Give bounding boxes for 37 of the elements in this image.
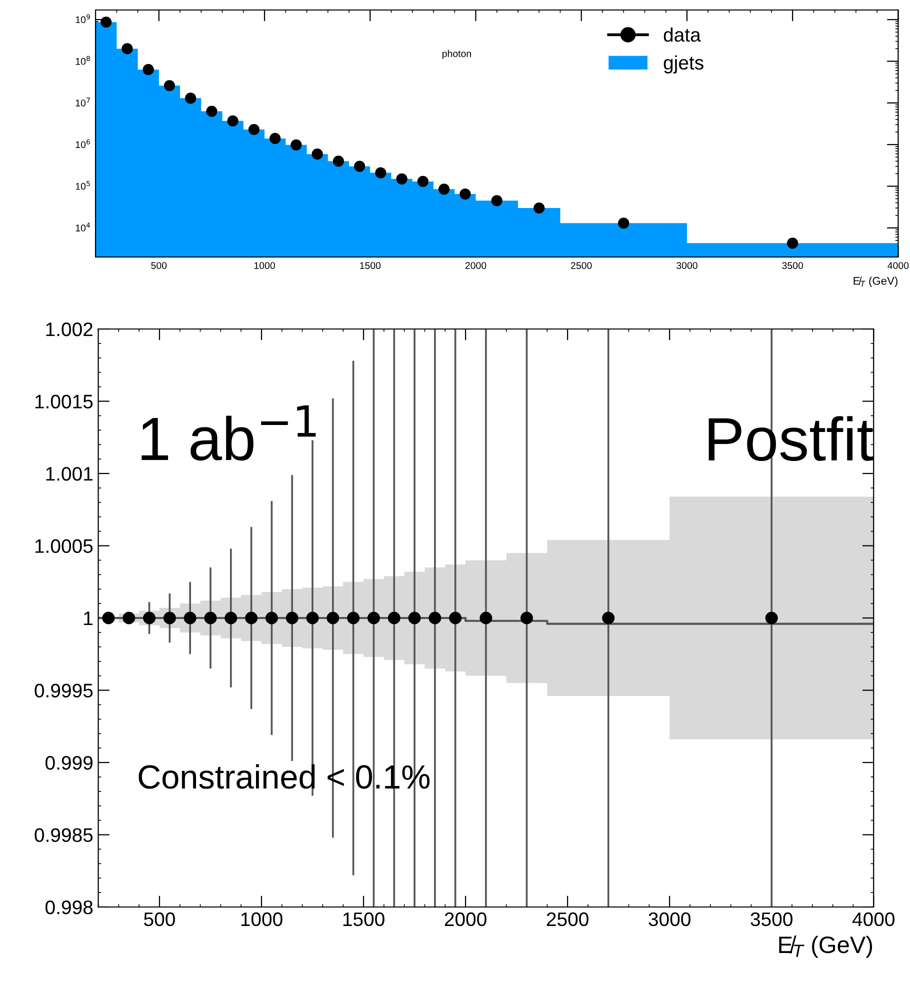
x-tick-label: 2000 [465, 262, 486, 269]
annotation: 1 ab$^{−1}$ [142, 405, 316, 461]
x-tick-label: 2000 [444, 912, 486, 926]
x-tick-label: 3000 [648, 912, 690, 926]
x-tick-label: 1000 [241, 912, 282, 926]
y-tick-label: 0.998 [46, 900, 93, 914]
y-tick-label: 1.002 [46, 322, 92, 336]
y-tick-label: 0.9985 [34, 828, 93, 842]
y-tick-label: 1.0015 [35, 394, 93, 408]
x-axis-title: E̸$_{T}$ (GeV) [854, 276, 898, 287]
y-tick-label: 0.9995 [34, 684, 93, 698]
y-tick-label: 1 [84, 612, 92, 626]
y-tick-label: 10$^{9}$ [76, 14, 90, 24]
y-tick-label: 1.001 [46, 466, 92, 481]
x-tick-label: 3500 [782, 262, 803, 269]
annotation: photon [442, 50, 471, 59]
x-tick-label: 1500 [343, 912, 384, 926]
x-tick-label: 500 [151, 262, 167, 269]
x-tick-label: 3500 [750, 912, 792, 926]
x-tick-label: 3000 [676, 262, 698, 269]
x-tick-label: 2500 [571, 262, 592, 269]
x-tick-label: 1000 [254, 262, 275, 269]
legend-label: gjets [664, 55, 704, 74]
x-axis-title: E̸$_{T}$ (GeV) [779, 936, 872, 958]
x-tick-label: 4000 [888, 262, 909, 269]
x-tick-label: 4000 [852, 912, 894, 926]
y-tick-label: 10$^{5}$ [76, 181, 90, 190]
legend-label: data [664, 28, 701, 42]
y-tick-label: 10$^{6}$ [76, 139, 90, 148]
y-tick-label: 0.999 [46, 756, 92, 770]
x-tick-label: 2500 [546, 912, 588, 926]
y-tick-label: 10$^{7}$ [76, 98, 90, 106]
y-tick-label: 10$^{8}$ [76, 56, 90, 65]
x-tick-label: 1500 [360, 262, 381, 269]
y-tick-label: 10$^{4}$ [76, 222, 90, 232]
x-tick-label: 500 [144, 912, 175, 926]
y-tick-label: 1.0005 [35, 539, 93, 553]
